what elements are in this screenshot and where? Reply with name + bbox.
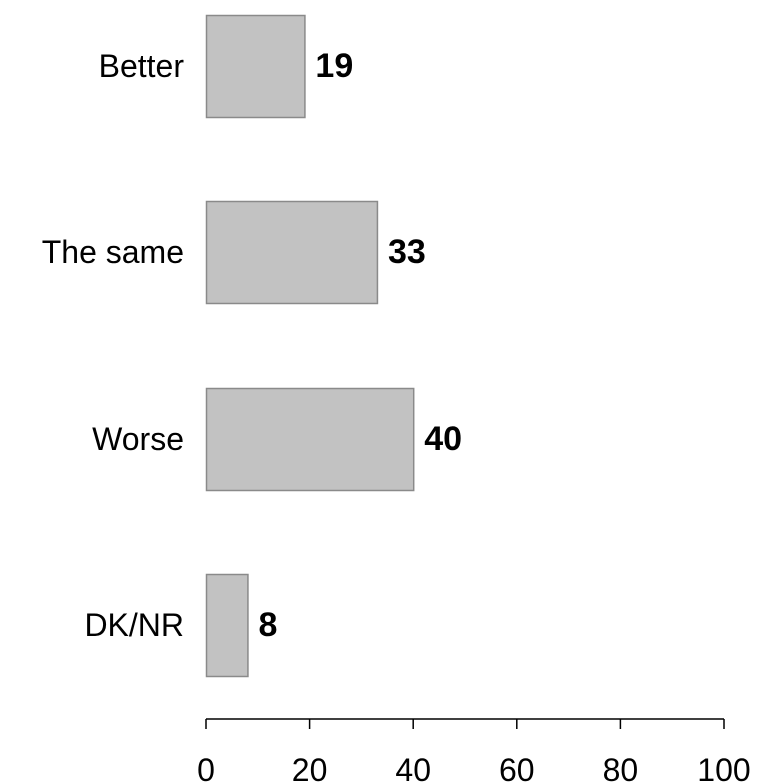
- data-label: 33: [388, 233, 426, 271]
- data-label: 40: [424, 420, 462, 458]
- category-label: Worse: [92, 421, 184, 457]
- x-tick-label: 20: [292, 752, 328, 784]
- bar-better: [205, 14, 306, 119]
- bars-group: [205, 14, 415, 678]
- x-tick-labels-group: 0 20 40 60 80 100: [197, 752, 751, 784]
- value-labels-group: 19 33 40 8: [258, 47, 462, 644]
- x-tick-label: 40: [395, 752, 431, 784]
- x-tick-label: 0: [197, 752, 215, 784]
- x-tick-label: 100: [697, 752, 750, 784]
- data-label: 8: [258, 606, 277, 644]
- bar-dk-nr: [205, 573, 249, 678]
- x-tick-label: 80: [603, 752, 639, 784]
- x-ticks-group: [205, 719, 725, 729]
- bar-the-same: [205, 200, 379, 305]
- bar-worse: [205, 387, 415, 492]
- category-label: Better: [99, 48, 185, 84]
- category-label: DK/NR: [84, 607, 184, 643]
- x-axis: 0 20 40 60 80 100: [197, 718, 751, 784]
- data-label: 19: [315, 47, 353, 85]
- x-tick-label: 60: [499, 752, 535, 784]
- category-label: The same: [42, 234, 184, 270]
- category-labels-group: Better The same Worse DK/NR: [42, 48, 185, 643]
